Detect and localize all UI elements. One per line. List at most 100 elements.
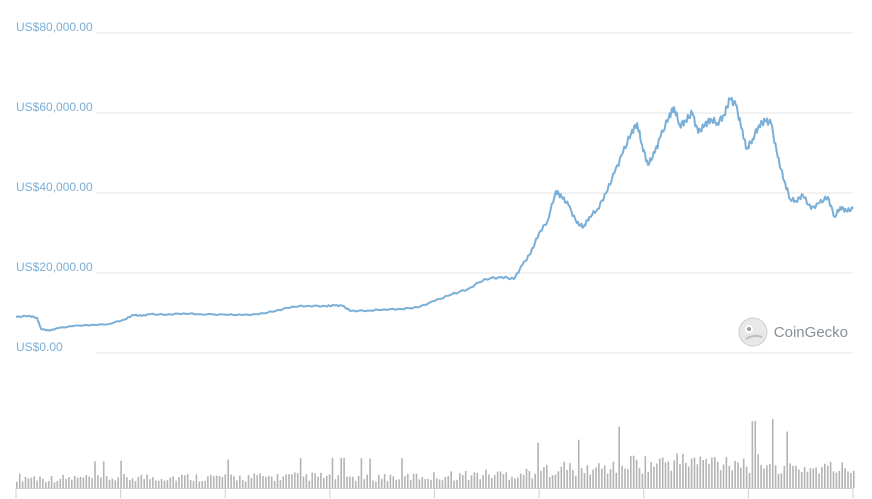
volume-bar — [30, 477, 33, 488]
volume-bar — [716, 461, 719, 488]
volume-bar — [299, 458, 302, 488]
volume-bar — [189, 480, 192, 488]
volume-bar — [508, 479, 510, 488]
volume-bar — [111, 478, 114, 488]
volume-bar — [218, 476, 221, 488]
volume-bar — [224, 474, 227, 488]
volume-bar — [383, 474, 386, 488]
volume-bar — [534, 473, 536, 488]
volume-bar — [760, 464, 762, 488]
volume-bar — [349, 476, 351, 488]
volume-bar — [42, 478, 44, 488]
volume-bar — [786, 431, 788, 488]
volume-bar — [24, 476, 27, 488]
volume-bar — [826, 465, 829, 488]
volume-bar — [771, 419, 774, 488]
volume-bar — [166, 480, 169, 488]
volume-bar — [462, 475, 464, 488]
y-tick-label: US$0.00 — [16, 340, 63, 354]
volume-bar — [580, 468, 583, 488]
volume-bar — [537, 442, 539, 488]
volume-bar — [160, 479, 163, 488]
volume-bar — [711, 457, 713, 488]
volume-bar — [73, 476, 76, 488]
volume-bar — [702, 460, 704, 488]
volume-bar — [444, 476, 447, 488]
watermark-text: CoinGecko — [773, 323, 848, 341]
volume-bar — [766, 465, 768, 488]
volume-bar — [835, 472, 838, 488]
volume-bar — [424, 479, 426, 488]
y-tick-label: US$40,000.00 — [16, 180, 93, 194]
volume-bar — [679, 464, 681, 488]
volume-bar — [88, 476, 90, 488]
volume-bar — [250, 477, 253, 488]
y-tick-label: US$60,000.00 — [16, 100, 93, 114]
volume-bar — [395, 479, 397, 488]
volume-bar — [45, 482, 47, 488]
volume-bar — [777, 473, 780, 488]
volume-bar — [598, 463, 600, 488]
volume-bar — [467, 480, 470, 488]
volume-bar — [493, 474, 496, 488]
volume-bar — [82, 477, 85, 488]
volume-bar — [621, 465, 623, 488]
volume-bar — [357, 476, 360, 488]
volume-bar — [719, 470, 722, 488]
volume-bar — [661, 457, 664, 488]
volume-bar — [340, 457, 342, 488]
volume-bar — [566, 470, 568, 488]
volume-bar — [491, 478, 493, 488]
volume-bar — [670, 470, 673, 488]
volume-bar — [279, 480, 282, 488]
volume-bar — [129, 479, 131, 488]
volume-bar — [488, 474, 490, 488]
grid-lines — [96, 32, 853, 354]
volume-bar — [140, 474, 143, 488]
volume-bar — [653, 466, 655, 488]
volume-bar — [146, 474, 148, 488]
volume-bar — [563, 461, 565, 488]
volume-bar — [152, 477, 154, 488]
volume-bar — [195, 474, 198, 488]
volume-bar — [592, 469, 594, 488]
volume-bar — [656, 463, 658, 488]
volume-bar — [114, 480, 117, 488]
volume-bar — [273, 481, 276, 488]
volume-bar — [603, 465, 606, 488]
volume-bar — [36, 480, 38, 488]
volume-bar — [433, 472, 435, 488]
volume-bar — [181, 474, 183, 488]
volume-bar — [325, 475, 328, 488]
volume-bar — [464, 471, 467, 488]
volume-bar — [728, 465, 731, 488]
volume-bar — [33, 476, 35, 488]
volume-bar — [265, 477, 267, 488]
volume-bar — [291, 474, 293, 488]
y-tick-label: US$80,000.00 — [16, 20, 93, 34]
volume-bar — [850, 473, 852, 488]
volume-bar — [276, 474, 279, 488]
volume-bar — [105, 476, 108, 488]
volume-bar — [800, 471, 803, 488]
volume-bar — [847, 471, 849, 488]
volume-bar — [409, 480, 412, 488]
volume-bar — [134, 481, 137, 488]
volume-bar — [421, 477, 424, 488]
volume-bar — [615, 472, 618, 488]
volume-bar — [459, 473, 461, 488]
volume-bar — [543, 467, 545, 488]
volume-bar — [505, 472, 508, 488]
volume-bar — [296, 473, 299, 488]
volume-bar — [227, 459, 229, 488]
volume-bar — [404, 476, 406, 488]
volume-bar — [302, 476, 305, 488]
x-axis — [15, 488, 854, 498]
volume-bar — [430, 479, 432, 488]
volume-bar — [39, 476, 41, 488]
volume-bar — [606, 473, 609, 488]
volume-bar — [650, 462, 652, 488]
volume-bar — [233, 476, 235, 488]
volume-bar — [792, 465, 794, 488]
volume-bar — [757, 454, 759, 488]
